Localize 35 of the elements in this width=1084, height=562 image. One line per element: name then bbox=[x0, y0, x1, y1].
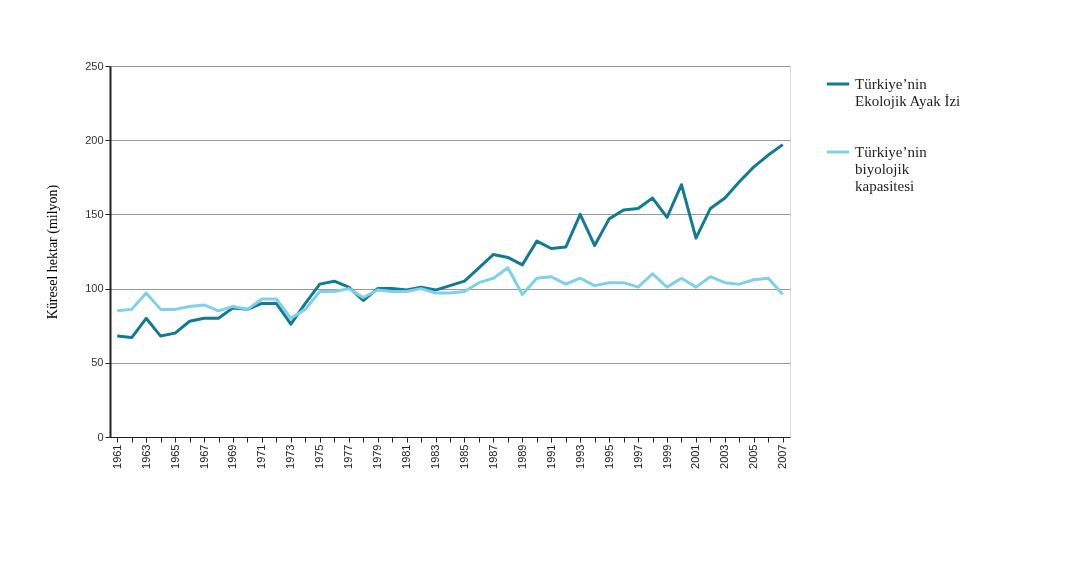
y-tick-label: 200 bbox=[85, 133, 104, 146]
x-tick-label: 2003 bbox=[718, 444, 731, 469]
x-tick-label: 1993 bbox=[573, 444, 586, 469]
x-tick-label: 1989 bbox=[515, 444, 528, 469]
x-tick-label: 2001 bbox=[689, 444, 702, 469]
line-series bbox=[115, 266, 785, 320]
x-tick-label: 1961 bbox=[110, 444, 123, 469]
x-tick-label: 1981 bbox=[400, 444, 413, 469]
x-tick-label: 1965 bbox=[168, 444, 181, 469]
x-tick-label: 1963 bbox=[139, 444, 152, 469]
y-tick-label: 0 bbox=[97, 430, 104, 443]
x-tick-label: 2005 bbox=[747, 444, 760, 469]
x-tick-label: 1969 bbox=[226, 444, 239, 469]
x-tick-label: 1987 bbox=[486, 444, 499, 469]
y-tick-label: 250 bbox=[85, 59, 104, 72]
y-axis-title: Küresel hektar (milyon) bbox=[45, 184, 62, 320]
legend-label: Türkiye’nin Ekolojik Ayak İzi bbox=[855, 76, 961, 109]
y-tick-label: 150 bbox=[85, 207, 104, 220]
x-tick-label: 2007 bbox=[776, 444, 789, 469]
x-tick-label: 1995 bbox=[602, 444, 615, 469]
x-tick-label: 1977 bbox=[342, 444, 355, 469]
y-tick-label: 50 bbox=[91, 356, 104, 369]
legend-label: Türkiye’nin biyolojik kapasitesi bbox=[855, 144, 928, 194]
x-tick-label: 1975 bbox=[313, 444, 326, 469]
x-tick-label: 1999 bbox=[660, 444, 673, 469]
x-tick-label: 1973 bbox=[284, 444, 297, 469]
x-tick-label: 1983 bbox=[429, 444, 442, 469]
y-tick-label: 100 bbox=[85, 282, 104, 295]
x-tick-label: 1979 bbox=[371, 444, 384, 469]
x-tick-label: 1991 bbox=[544, 444, 557, 469]
x-tick-label: 1967 bbox=[197, 444, 210, 469]
x-tick-label: 1985 bbox=[457, 444, 470, 469]
x-tick-label: 1971 bbox=[255, 444, 268, 469]
x-tick-label: 1997 bbox=[631, 444, 644, 469]
line-series bbox=[115, 143, 785, 340]
